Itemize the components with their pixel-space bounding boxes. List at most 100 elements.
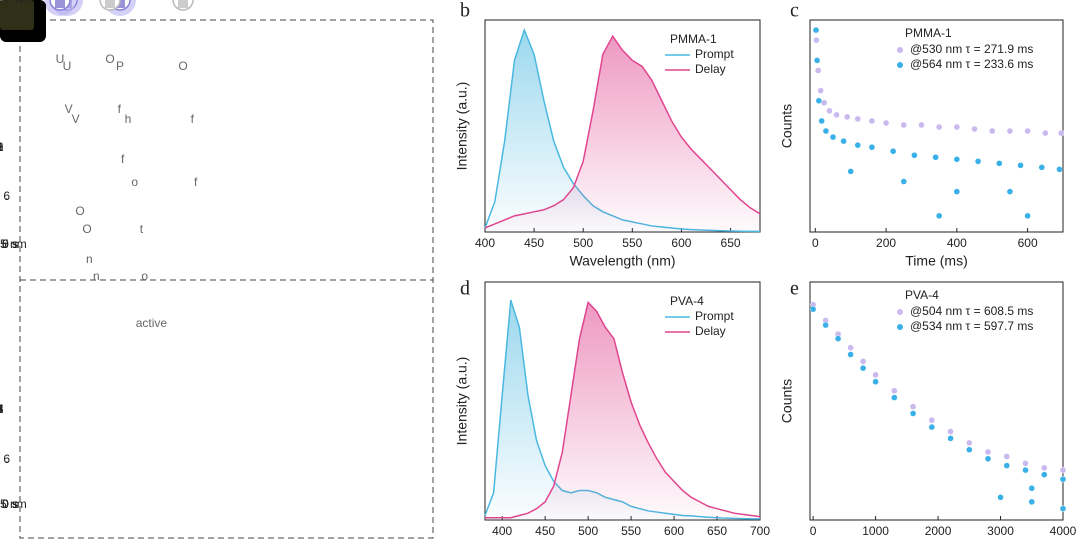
point <box>891 394 898 401</box>
point <box>947 435 954 442</box>
point <box>911 152 918 159</box>
point <box>1042 129 1049 137</box>
point <box>817 87 824 94</box>
x-tick-label: 4000 <box>1050 524 1077 538</box>
point <box>859 364 867 372</box>
point <box>809 306 817 313</box>
point <box>909 403 917 410</box>
legend-swatch <box>897 62 903 68</box>
panel-label: c <box>790 0 799 22</box>
plot-frame <box>809 19 1064 233</box>
x-tick-label: 1000 <box>862 524 889 538</box>
point <box>843 113 851 121</box>
point <box>909 410 917 417</box>
x-tick-label: 500 <box>573 236 593 250</box>
point <box>815 97 823 104</box>
point <box>932 154 939 161</box>
point <box>1059 476 1067 483</box>
point <box>833 111 840 119</box>
x-tick-label: 650 <box>721 236 741 250</box>
inset-title: PMMA-1 <box>670 32 717 46</box>
x-tick-label: 600 <box>671 236 691 250</box>
point <box>1028 498 1035 506</box>
series-line <box>485 300 761 519</box>
x-tick-label: 600 <box>1018 236 1038 250</box>
point <box>1022 460 1029 467</box>
panel-label: e <box>790 278 799 300</box>
point <box>1038 164 1045 171</box>
area-fill <box>485 300 760 520</box>
point <box>1022 466 1029 474</box>
point <box>847 344 854 351</box>
point <box>882 119 890 127</box>
x-tick-label: 400 <box>492 524 512 538</box>
x-tick-label: 400 <box>947 236 967 250</box>
point <box>813 36 820 44</box>
point <box>889 148 897 155</box>
x-tick-label: 450 <box>524 236 544 250</box>
point <box>1006 188 1014 195</box>
point <box>989 127 996 135</box>
x-tick-label: 3000 <box>987 524 1014 538</box>
x-tick-label: 200 <box>876 236 896 250</box>
point <box>826 107 833 115</box>
x-tick-label: 400 <box>475 236 495 250</box>
x-tick-label: 700 <box>750 524 770 538</box>
point <box>953 188 961 195</box>
point <box>847 351 854 358</box>
area-fill <box>485 302 760 520</box>
bulb-label: Off <box>178 59 198 189</box>
point <box>928 417 936 424</box>
inset-title: PMMA-1 <box>905 26 952 40</box>
point <box>1056 166 1063 173</box>
legend-label: Delay <box>695 62 726 76</box>
point <box>1017 162 1024 169</box>
point <box>971 125 978 133</box>
legend-label: Delay <box>695 324 726 338</box>
point <box>868 143 876 151</box>
point <box>822 127 830 135</box>
point <box>1059 505 1067 512</box>
panel-label: d <box>460 278 470 300</box>
legend-swatch <box>897 309 903 315</box>
x-tick-label: 500 <box>578 524 598 538</box>
legend-label: @504 nm τ = 608.5 ms <box>910 304 1033 318</box>
point <box>947 428 954 435</box>
y-axis-label: Intensity (a.u.) <box>454 82 470 171</box>
inset-title: PVA-4 <box>670 294 704 308</box>
point <box>891 387 898 394</box>
x-tick-label: 600 <box>664 524 684 538</box>
x-tick-label: 0 <box>812 236 819 250</box>
point <box>900 178 907 185</box>
y-axis-label: Intensity (a.u.) <box>454 357 470 446</box>
point <box>1006 127 1014 135</box>
point <box>859 358 867 365</box>
legend-swatch <box>897 324 903 330</box>
inset-title: PVA-4 <box>905 288 939 302</box>
point <box>1041 471 1048 478</box>
point <box>834 335 842 342</box>
point <box>872 371 879 379</box>
x-axis-label: Time (ms) <box>905 253 967 269</box>
point <box>814 67 822 74</box>
y-axis-label: Counts <box>779 104 795 148</box>
point <box>984 448 992 456</box>
point <box>1028 485 1035 492</box>
x-tick-label: 2000 <box>925 524 952 538</box>
y-axis-label: Counts <box>779 379 795 423</box>
point <box>868 117 876 125</box>
bulb-base <box>115 0 125 8</box>
point <box>854 115 861 123</box>
area-fill <box>485 36 760 233</box>
panel-label: b <box>460 0 470 22</box>
point <box>935 212 943 220</box>
bulb-base <box>55 0 65 8</box>
panel-a-frame <box>19 19 434 539</box>
point <box>1059 466 1067 474</box>
point <box>1041 464 1048 472</box>
bulb-base <box>178 0 188 8</box>
point <box>840 137 847 145</box>
point <box>953 156 961 163</box>
column-label: 365 nm <box>0 402 27 511</box>
